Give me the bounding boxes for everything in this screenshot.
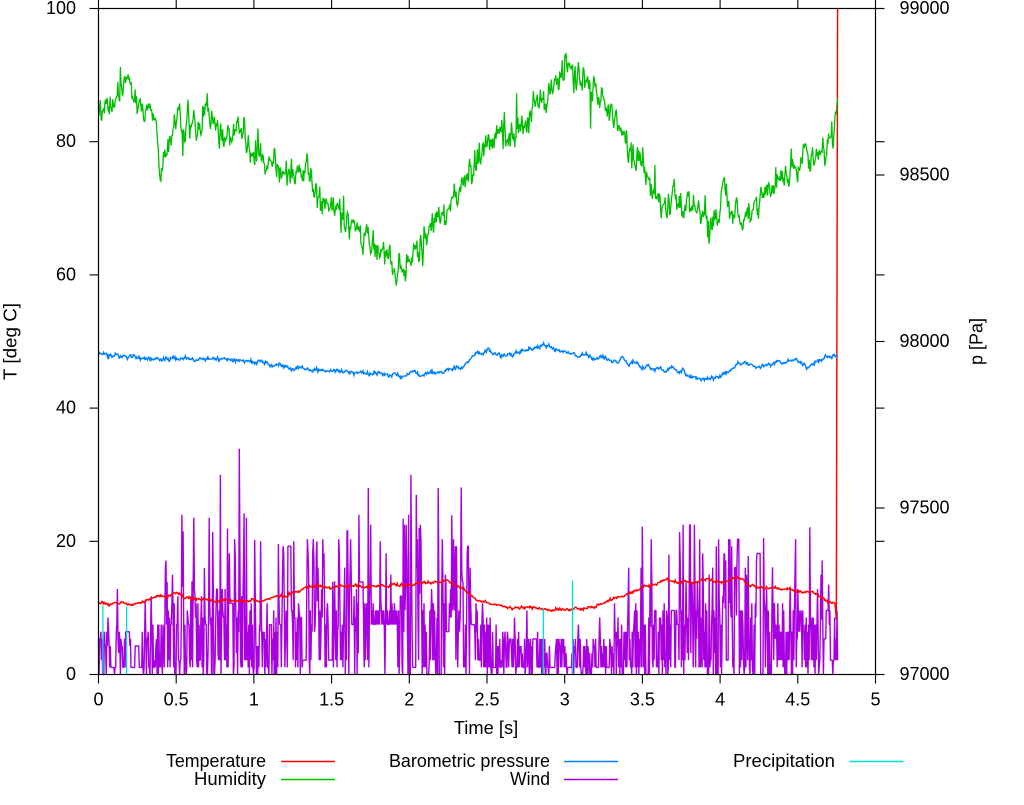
svg-text:Temperature: Temperature (166, 751, 266, 771)
svg-text:5: 5 (870, 690, 880, 710)
svg-text:20: 20 (56, 531, 76, 551)
svg-text:0: 0 (66, 664, 76, 684)
svg-text:2: 2 (404, 690, 414, 710)
svg-text:97500: 97500 (900, 498, 950, 518)
svg-text:T [deg C]: T [deg C] (0, 303, 20, 380)
svg-text:0.5: 0.5 (164, 690, 189, 710)
svg-text:1: 1 (249, 690, 259, 710)
svg-text:97000: 97000 (900, 664, 950, 684)
svg-text:3.5: 3.5 (630, 690, 655, 710)
svg-text:Wind: Wind (510, 769, 550, 789)
svg-text:1.5: 1.5 (319, 690, 344, 710)
svg-text:99000: 99000 (900, 0, 950, 18)
svg-text:100: 100 (46, 0, 76, 18)
svg-text:60: 60 (56, 264, 76, 284)
svg-text:Precipitation: Precipitation (733, 751, 835, 771)
svg-text:Time [s]: Time [s] (454, 718, 518, 738)
svg-text:98000: 98000 (900, 331, 950, 351)
svg-text:80: 80 (56, 131, 76, 151)
svg-text:4: 4 (715, 690, 725, 710)
svg-text:2.5: 2.5 (474, 690, 499, 710)
svg-text:98500: 98500 (900, 165, 950, 185)
svg-text:Barometric pressure: Barometric pressure (389, 751, 550, 771)
svg-text:4.5: 4.5 (785, 690, 810, 710)
svg-text:3: 3 (560, 690, 570, 710)
svg-text:40: 40 (56, 398, 76, 418)
svg-text:Humidity: Humidity (194, 769, 266, 789)
svg-text:0: 0 (93, 690, 103, 710)
svg-text:p [Pa]: p [Pa] (966, 318, 986, 365)
